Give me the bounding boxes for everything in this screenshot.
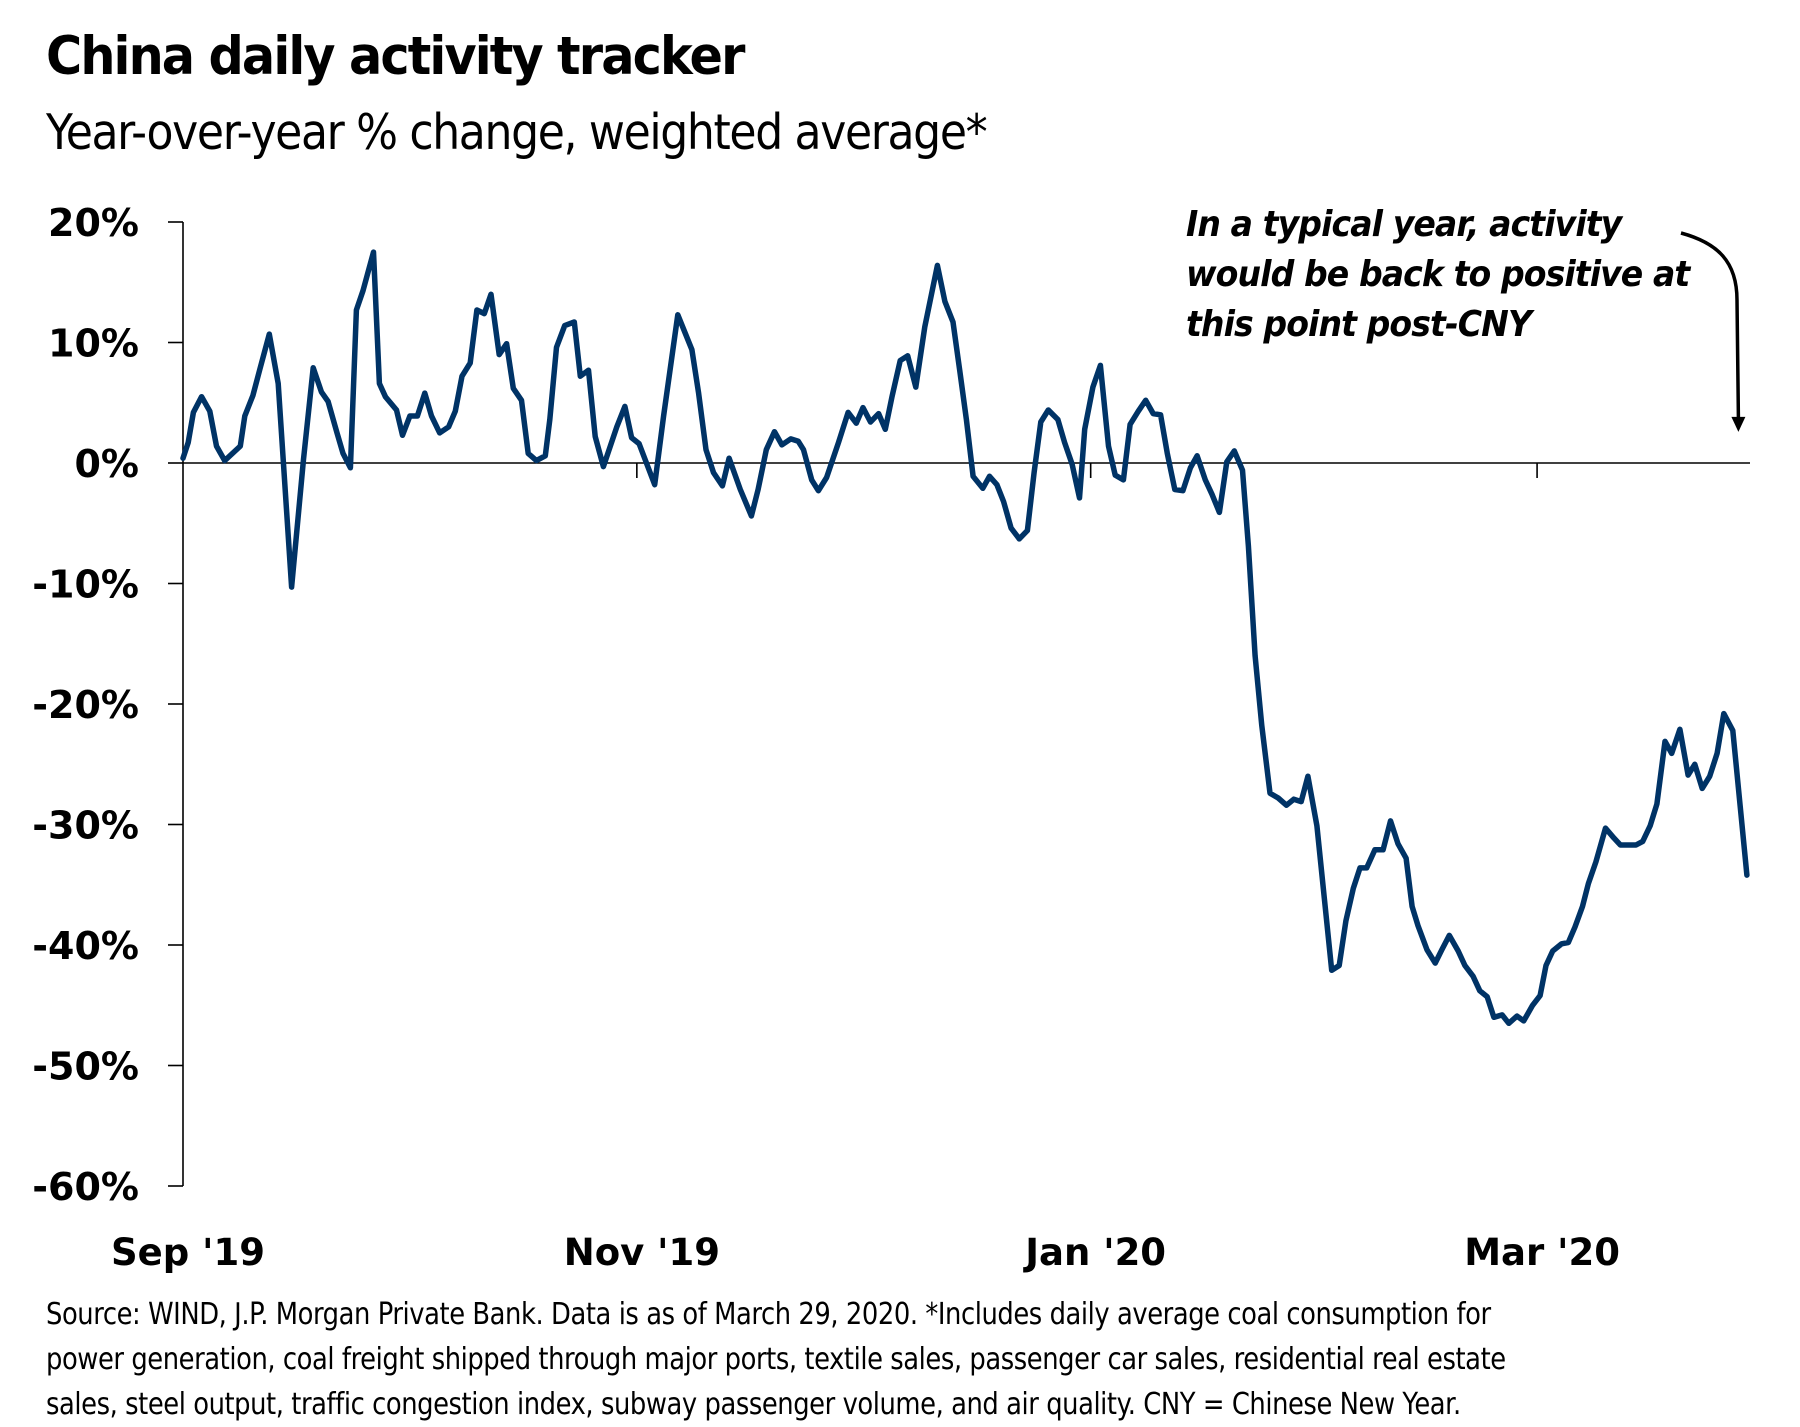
annotation-line: this point post-CNY — [1186, 304, 1532, 345]
footnote-line: sales, steel output, traffic congestion … — [46, 1387, 1461, 1422]
x-axis: Sep '19 Nov '19 Jan '20 Mar '20 — [111, 462, 1750, 1274]
y-tick-label: -20% — [32, 683, 139, 727]
chart-subtitle: Year-over-year % change, weighted averag… — [46, 104, 988, 161]
annotation-line: In a typical year, activity — [1186, 204, 1622, 245]
annotation-line: would be back to positive at — [1186, 254, 1690, 295]
series-layer — [180, 249, 1750, 1027]
y-tick-label: 20% — [48, 201, 139, 245]
x-tick-label: Nov '19 — [564, 1231, 720, 1274]
annotation-arrow — [1680, 231, 1746, 432]
y-tick-label: -10% — [32, 563, 139, 607]
arrow-head-icon — [1731, 416, 1746, 432]
footnote: Source: WIND, J.P. Morgan Private Bank. … — [46, 1292, 1680, 1427]
footnote-line: Source: WIND, J.P. Morgan Private Bank. … — [46, 1297, 1491, 1332]
y-tick-label: -60% — [32, 1165, 139, 1209]
arrow-curve — [1680, 231, 1741, 418]
x-tick-label: Mar '20 — [1464, 1231, 1620, 1274]
y-tick-label: 10% — [48, 322, 139, 366]
y-tick-label: -40% — [32, 924, 139, 968]
y-tick-label: 0% — [74, 442, 139, 486]
annotation: In a typical year, activity would be bac… — [1186, 200, 1690, 350]
x-tick-label: Sep '19 — [111, 1231, 265, 1274]
y-tick-label: -30% — [32, 804, 139, 848]
y-tick-label: -50% — [32, 1045, 139, 1089]
footnote-line: power generation, coal freight shipped t… — [46, 1342, 1506, 1377]
chart-title: China daily activity tracker — [46, 26, 745, 87]
y-axis: 20% 10% 0% -10% -20% -30% -40% -50% -60% — [32, 201, 184, 1209]
x-tick-label: Jan '20 — [1022, 1231, 1166, 1274]
series-line — [180, 249, 1750, 1027]
